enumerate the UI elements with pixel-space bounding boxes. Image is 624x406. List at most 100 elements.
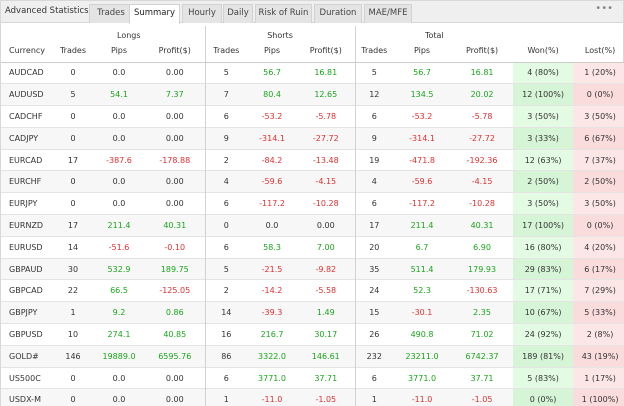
cell-short-trades: 2 xyxy=(223,286,229,296)
tab-trades[interactable]: Trades xyxy=(89,4,133,23)
table-row[interactable]: EURCAD 17 -387.6 -178.88 2 -84.2 -13.48 19 -471.… xyxy=(1,149,624,171)
col-total-profit[interactable]: Profit($) xyxy=(451,40,514,63)
table-row[interactable]: GBPJPY 1 9.2 0.86 14 -39.3 1.49 15 -30.1 2.35 10 (… xyxy=(1,301,624,324)
cell-total-profit: 16.81 xyxy=(470,68,494,78)
cell-long-pips: -51.6 xyxy=(108,242,130,252)
cell-currency: CADCHF xyxy=(9,111,43,121)
table-row[interactable]: EURUSD 14 -51.6 -0.10 6 58.3 7.00 20 6.7 6.90 16 (… xyxy=(1,236,624,259)
cell-short-profit: 146.61 xyxy=(297,345,356,368)
table-row[interactable]: GBPCAD 22 66.5 -125.05 2 -14.2 -5.58 24 52.3 -130… xyxy=(1,279,624,302)
cell-long-pips: 532.9 xyxy=(93,258,145,280)
tab-duration[interactable]: Duration xyxy=(314,4,362,23)
cell-total-trades: 9 xyxy=(355,127,394,150)
cell-long-pips: 211.4 xyxy=(93,214,145,237)
table-row[interactable]: AUDUSD 5 54.1 7.37 7 80.4 12.65 12 134.5 20.02 12 … xyxy=(1,83,624,106)
cell-total-trades: 19 xyxy=(369,155,380,165)
table-row[interactable]: GOLD# 146 19889.0 6595.76 86 3322.0 146.61 232 2… xyxy=(1,345,624,368)
cell-short-profit: 16.81 xyxy=(297,62,356,84)
table-row[interactable]: US500C 0 0.0 0.00 6 3771.0 37.71 6 3771.0 37.71 5 … xyxy=(1,367,624,389)
table-row[interactable]: USDX-M 0 0.0 0.00 1 -11.0 -1.05 1 -11.0 -1.05 0 (0… xyxy=(1,388,624,406)
cell-currency: GBPUSD xyxy=(9,329,43,339)
cell-long-profit: 0.00 xyxy=(145,62,206,84)
cell-short-pips: 58.3 xyxy=(263,242,281,252)
col-currency[interactable]: Currency xyxy=(1,40,53,63)
cell-total-pips: 52.3 xyxy=(413,286,431,296)
col-long-profit[interactable]: Profit($) xyxy=(145,40,206,63)
cell-long-trades: 0 xyxy=(70,199,76,209)
cell-short-profit: -1.05 xyxy=(297,388,356,406)
tab-summary[interactable]: Summary xyxy=(129,4,180,24)
cell-long-trades: 5 xyxy=(53,83,93,106)
cell-currency: GOLD# xyxy=(1,345,53,368)
cell-long-trades: 30 xyxy=(53,258,93,280)
cell-total-trades: 5 xyxy=(371,68,377,78)
cell-short-pips: 216.7 xyxy=(260,329,284,339)
col-short-profit[interactable]: Profit($) xyxy=(297,40,356,63)
tab-mae-mfe[interactable]: MAE/MFE xyxy=(364,4,412,23)
cell-total-pips: 134.5 xyxy=(393,83,452,106)
cell-total-profit: -10.28 xyxy=(469,199,495,209)
cell-short-pips: -11.0 xyxy=(247,388,298,406)
cell-short-pips: -314.1 xyxy=(247,127,298,150)
cell-short-trades: 9 xyxy=(205,127,248,150)
cell-won: 17 (71%) xyxy=(513,279,574,302)
cell-won: 12 (63%) xyxy=(513,149,574,171)
cell-short-pips: 80.4 xyxy=(247,83,298,106)
cell-short-pips: -84.2 xyxy=(261,155,283,165)
cell-total-profit: -5.78 xyxy=(471,111,493,121)
cell-lost: 5 (33%) xyxy=(573,301,624,324)
col-won[interactable]: Won(%) xyxy=(513,40,574,63)
tab-risk-of-ruin[interactable]: Risk of Ruin xyxy=(255,4,312,23)
cell-short-trades: 2 xyxy=(223,155,229,165)
cell-currency: GBPCAD xyxy=(9,286,43,296)
cell-currency: EURCAD xyxy=(9,155,43,165)
cell-short-trades: 6 xyxy=(223,242,229,252)
cell-short-trades: 16 xyxy=(221,329,232,339)
cell-long-pips: 0.0 xyxy=(93,388,145,406)
cell-lost: 1 (20%) xyxy=(573,62,624,84)
cell-lost: 3 (50%) xyxy=(573,105,624,128)
tab-daily[interactable]: Daily xyxy=(223,4,253,23)
cell-long-profit: 0.00 xyxy=(145,127,206,150)
tab-hourly[interactable]: Hourly xyxy=(182,4,222,23)
col-total-pips[interactable]: Pips xyxy=(393,40,452,63)
cell-total-profit: -27.72 xyxy=(451,127,514,150)
cell-long-pips: 0.0 xyxy=(112,68,126,78)
cell-total-profit: 6742.37 xyxy=(451,345,514,368)
table-row[interactable]: EURJPY 0 0.0 0.00 6 -117.2 -10.28 6 -117.2 -10.28… xyxy=(1,192,624,215)
col-long-pips[interactable]: Pips xyxy=(93,40,145,63)
col-short-trades[interactable]: Trades xyxy=(205,40,248,63)
cell-short-profit: -13.48 xyxy=(297,149,356,171)
table-row[interactable]: CADJPY 0 0.0 0.00 9 -314.1 -27.72 9 -314.1 -27.72… xyxy=(1,127,624,150)
table-row[interactable]: AUDCAD 0 0.0 0.00 5 56.7 16.81 5 56.7 16.81 4 (80%… xyxy=(1,62,624,84)
cell-total-pips: 23211.0 xyxy=(393,345,452,368)
table-row[interactable]: EURCHF 0 0.0 0.00 4 -59.6 -4.15 4 -59.6 -4.15 2 (5… xyxy=(1,170,624,193)
cell-won: 3 (50%) xyxy=(513,192,574,215)
cell-short-profit: -9.82 xyxy=(297,258,356,280)
cell-total-profit: -4.15 xyxy=(451,170,514,193)
cell-short-profit: 37.71 xyxy=(297,367,356,389)
cell-currency: AUDCAD xyxy=(9,68,44,78)
col-long-trades[interactable]: Trades xyxy=(53,40,93,63)
col-short-pips[interactable]: Pips xyxy=(247,40,298,63)
cell-long-profit: -0.10 xyxy=(145,236,206,259)
cell-short-trades: 0 xyxy=(205,214,248,237)
cell-won: 29 (83%) xyxy=(513,258,574,280)
cell-short-profit: -5.58 xyxy=(297,279,356,302)
cell-total-trades: 24 xyxy=(369,286,380,296)
cell-lost: 43 (19%) xyxy=(573,345,624,368)
col-total-trades[interactable]: Trades xyxy=(355,40,394,63)
cell-long-pips: 19889.0 xyxy=(93,345,145,368)
table-row[interactable]: GBPUSD 10 274.1 40.85 16 216.7 30.17 26 490.8 71.… xyxy=(1,323,624,346)
cell-won: 4 (80%) xyxy=(513,62,574,84)
col-lost[interactable]: Lost(%) xyxy=(573,40,624,63)
cell-total-trades: 20 xyxy=(369,242,380,252)
cell-long-profit: 0.00 xyxy=(145,192,206,215)
table-row[interactable]: EURNZD 17 211.4 40.31 0 0.0 0.00 17 211.4 40.31 17… xyxy=(1,214,624,237)
cell-long-profit: -178.88 xyxy=(145,149,206,171)
table-row[interactable]: GBPAUD 30 532.9 189.75 5 -21.5 -9.82 35 511.4 179… xyxy=(1,258,624,280)
cell-short-profit: 7.00 xyxy=(297,236,356,259)
table-row[interactable]: CADCHF 0 0.0 0.00 6 -53.2 -5.78 6 -53.2 -5.78 3 (5… xyxy=(1,105,624,128)
more-options-icon[interactable]: ••• xyxy=(595,3,613,14)
cell-long-trades: 0 xyxy=(53,170,93,193)
